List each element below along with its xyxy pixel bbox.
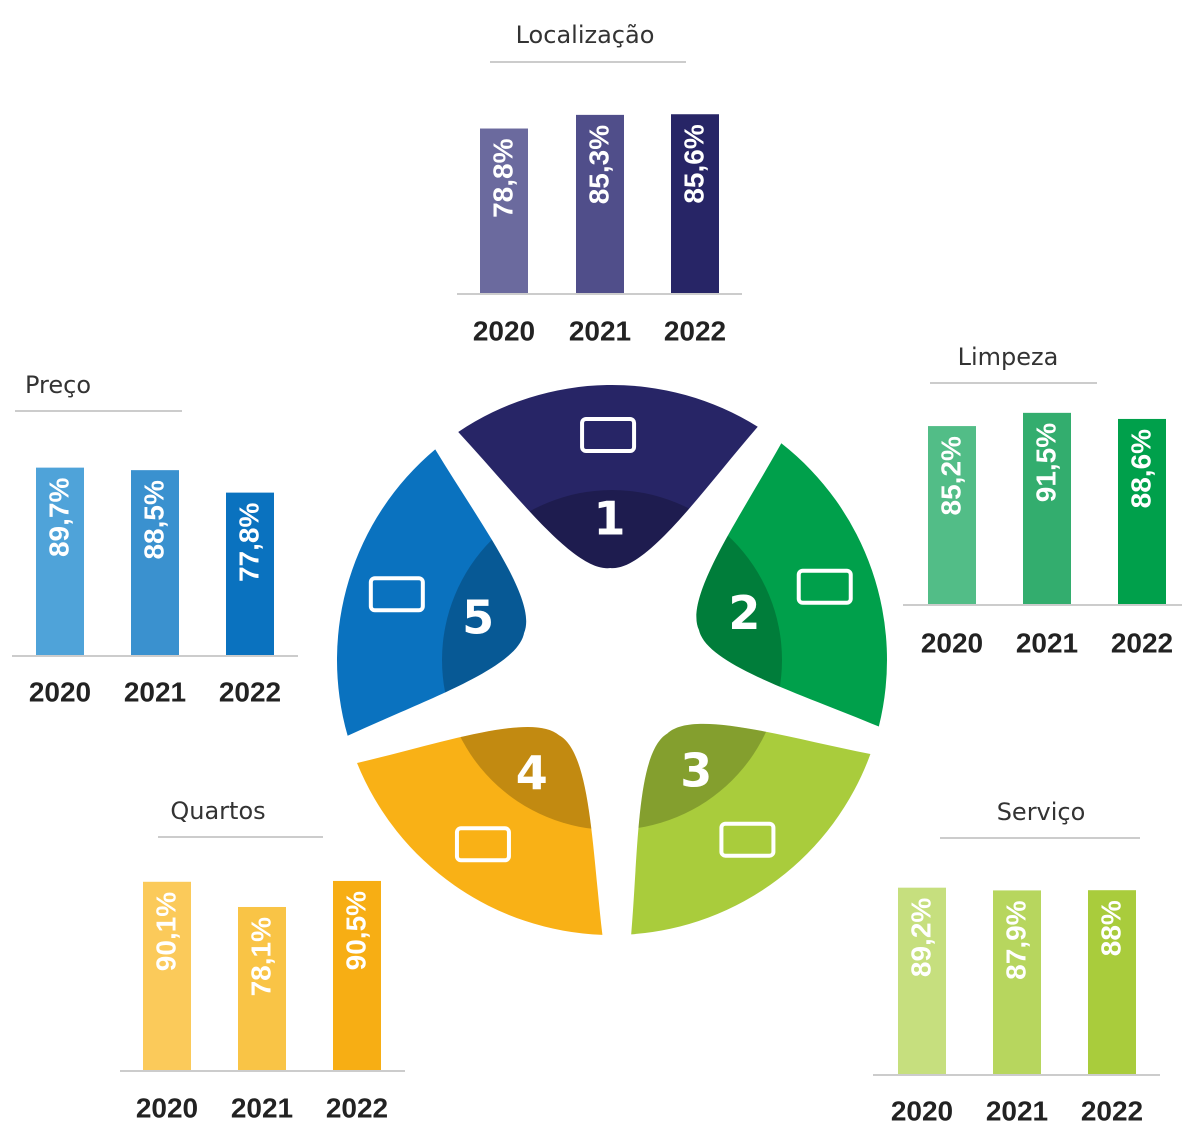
bar	[226, 492, 274, 656]
value-label: 88,5%	[138, 480, 169, 559]
x-tick-label: 2020	[891, 1095, 953, 1125]
bar	[1088, 890, 1136, 1075]
x-tick-label: 2021	[1016, 627, 1078, 658]
wheel-number: 2	[728, 586, 760, 640]
bar	[480, 128, 528, 294]
bar	[928, 426, 976, 605]
x-tick-label: 2021	[986, 1095, 1048, 1125]
x-tick-label: 2020	[29, 676, 91, 707]
bar	[576, 114, 624, 295]
x-tick-label: 2022	[1111, 627, 1173, 658]
wheel-number: 4	[516, 746, 548, 800]
wheel-number: 5	[462, 591, 494, 645]
bar	[1023, 412, 1071, 605]
wheel-inner	[631, 723, 782, 830]
value-label: 88%	[1095, 900, 1126, 956]
value-label: 77,8%	[233, 503, 264, 582]
x-tick-label: 2022	[664, 315, 726, 346]
x-tick-label: 2021	[124, 676, 186, 707]
bar	[238, 906, 286, 1071]
x-tick-label: 2022	[219, 676, 281, 707]
chart-title: Quartos	[170, 797, 265, 825]
wheel-segment	[337, 449, 527, 736]
icon	[368, 576, 425, 613]
x-tick-label: 2020	[136, 1092, 198, 1123]
chart-title: Preço	[25, 371, 91, 399]
value-label: 90,1%	[150, 892, 181, 971]
bar	[1118, 418, 1166, 605]
bar	[131, 470, 179, 656]
wheel-segment	[458, 385, 758, 569]
value-label: 88,6%	[1125, 429, 1156, 508]
icon	[796, 568, 853, 605]
icon	[580, 417, 637, 454]
value-label: 90,5%	[340, 891, 371, 970]
chart-title: Serviço	[997, 798, 1086, 826]
value-label: 89,7%	[43, 478, 74, 557]
value-label: 85,3%	[583, 125, 614, 204]
bar	[671, 114, 719, 295]
value-label: 85,6%	[678, 124, 709, 203]
value-label: 91,5%	[1030, 423, 1061, 502]
icon	[719, 821, 776, 858]
x-tick-label: 2022	[326, 1092, 388, 1123]
chart-title: Localização	[516, 21, 655, 49]
value-label: 78,8%	[487, 138, 518, 217]
x-tick-label: 2021	[231, 1092, 293, 1123]
icon	[454, 826, 511, 863]
wheel-segment	[696, 443, 887, 727]
x-tick-label: 2022	[1081, 1095, 1143, 1125]
bar	[143, 881, 191, 1071]
value-label: 85,2%	[935, 436, 966, 515]
x-tick-label: 2020	[473, 315, 535, 346]
x-tick-label: 2020	[921, 627, 983, 658]
value-label: 78,1%	[245, 917, 276, 996]
value-label: 89,2%	[905, 898, 936, 977]
wheel-number: 3	[680, 743, 712, 797]
wheel-segment	[357, 726, 603, 935]
wheel-number: 1	[594, 492, 626, 546]
chart-title: Limpeza	[958, 343, 1059, 371]
bar	[898, 887, 946, 1075]
wheel-inner	[442, 726, 603, 830]
value-label: 87,9%	[1000, 900, 1031, 979]
x-tick-label: 2021	[569, 315, 631, 346]
bar	[993, 890, 1041, 1075]
bar	[333, 880, 381, 1071]
wheel-segment	[631, 723, 871, 935]
bar	[36, 467, 84, 656]
